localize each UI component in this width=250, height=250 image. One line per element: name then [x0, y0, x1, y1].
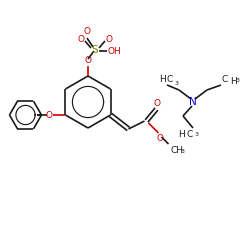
Text: 3: 3: [236, 78, 240, 83]
Text: OH: OH: [108, 46, 122, 56]
Text: O: O: [84, 27, 90, 36]
Text: H: H: [159, 75, 166, 84]
Text: N: N: [189, 97, 197, 107]
Text: O: O: [84, 56, 91, 65]
Text: O: O: [46, 110, 52, 120]
Text: 3: 3: [175, 81, 179, 86]
Text: S: S: [92, 45, 98, 55]
Text: C: C: [222, 75, 228, 84]
Text: H: H: [178, 130, 185, 139]
Text: O: O: [153, 99, 160, 108]
Text: O: O: [77, 36, 84, 44]
Text: H: H: [230, 77, 237, 86]
Text: 3: 3: [195, 132, 199, 137]
Text: C: C: [187, 130, 193, 139]
Text: 3: 3: [180, 149, 184, 154]
Text: O: O: [156, 134, 163, 143]
Text: CH: CH: [170, 146, 183, 155]
Text: O: O: [106, 36, 113, 44]
Text: C: C: [167, 75, 173, 84]
